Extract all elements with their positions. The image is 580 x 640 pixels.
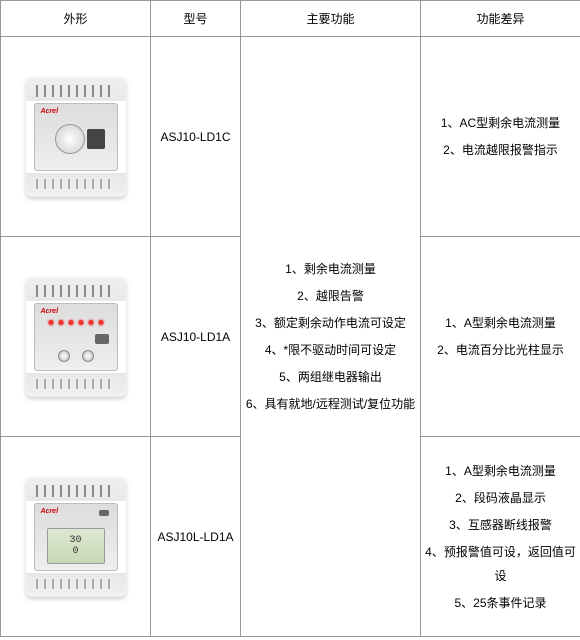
header-shape: 外形 xyxy=(1,1,151,37)
diff-item: 2、电流越限报警指示 xyxy=(425,138,576,162)
diff-item: 1、A型剩余电流测量 xyxy=(425,459,576,483)
device-illustration-3: Acrel 30 0 xyxy=(26,477,126,597)
diff-list: 1、A型剩余电流测量 2、段码液晶显示 3、互感器断线报警 4、预报警值可设，返… xyxy=(425,459,576,615)
diff-list: 1、A型剩余电流测量 2、电流百分比光柱显示 xyxy=(425,311,576,362)
lcd-line: 30 xyxy=(69,535,81,546)
main-functions-list: 1、剩余电流测量 2、越限告警 3、额定剩余动作电流可设定 4、*限不驱动时间可… xyxy=(245,257,416,416)
brand-label: Acrel xyxy=(41,508,59,515)
device-illustration-2: Acrel xyxy=(26,277,126,397)
brand-label: Acrel xyxy=(41,108,59,115)
diff-item: 4、预报警值可设，返回值可设 xyxy=(425,540,576,588)
header-row: 外形 型号 主要功能 功能差异 xyxy=(1,1,580,37)
product-spec-table: 外形 型号 主要功能 功能差异 Acrel ASJ10-LD1C xyxy=(0,0,580,637)
diff-item: 1、AC型剩余电流测量 xyxy=(425,111,576,135)
main-fn-item: 1、剩余电流测量 xyxy=(245,257,416,281)
diff-list: 1、AC型剩余电流测量 2、电流越限报警指示 xyxy=(425,111,576,162)
header-diff: 功能差异 xyxy=(421,1,580,37)
model-cell: ASJ10-LD1C xyxy=(151,37,241,237)
diff-item: 5、25条事件记录 xyxy=(425,591,576,615)
header-model: 型号 xyxy=(151,1,241,37)
main-fn-item: 5、两组继电器输出 xyxy=(245,365,416,389)
main-fn-item: 3、额定剩余动作电流可设定 xyxy=(245,311,416,335)
main-fn-item: 6、具有就地/远程测试/复位功能 xyxy=(245,392,416,416)
diff-item: 3、互感器断线报警 xyxy=(425,513,576,537)
main-fn-item: 2、越限告警 xyxy=(245,284,416,308)
diff-cell: 1、AC型剩余电流测量 2、电流越限报警指示 xyxy=(421,37,580,237)
model-cell: ASJ10-LD1A xyxy=(151,237,241,437)
shape-cell: Acrel xyxy=(1,237,151,437)
diff-item: 1、A型剩余电流测量 xyxy=(425,311,576,335)
main-functions-cell: 1、剩余电流测量 2、越限告警 3、额定剩余动作电流可设定 4、*限不驱动时间可… xyxy=(241,37,421,637)
diff-cell: 1、A型剩余电流测量 2、段码液晶显示 3、互感器断线报警 4、预报警值可设，返… xyxy=(421,437,580,637)
diff-item: 2、段码液晶显示 xyxy=(425,486,576,510)
table-row: Acrel ASJ10-LD1C 1、剩余电流测量 2、越限告警 3、额定剩余动… xyxy=(1,37,580,237)
main-fn-item: 4、*限不驱动时间可设定 xyxy=(245,338,416,362)
model-cell: ASJ10L-LD1A xyxy=(151,437,241,637)
shape-cell: Acrel xyxy=(1,37,151,237)
brand-label: Acrel xyxy=(41,308,59,315)
diff-cell: 1、A型剩余电流测量 2、电流百分比光柱显示 xyxy=(421,237,580,437)
device-illustration-1: Acrel xyxy=(26,77,126,197)
diff-item: 2、电流百分比光柱显示 xyxy=(425,338,576,362)
header-main: 主要功能 xyxy=(241,1,421,37)
lcd-screen: 30 0 xyxy=(47,528,105,564)
lcd-line: 0 xyxy=(72,546,78,557)
shape-cell: Acrel 30 0 xyxy=(1,437,151,637)
